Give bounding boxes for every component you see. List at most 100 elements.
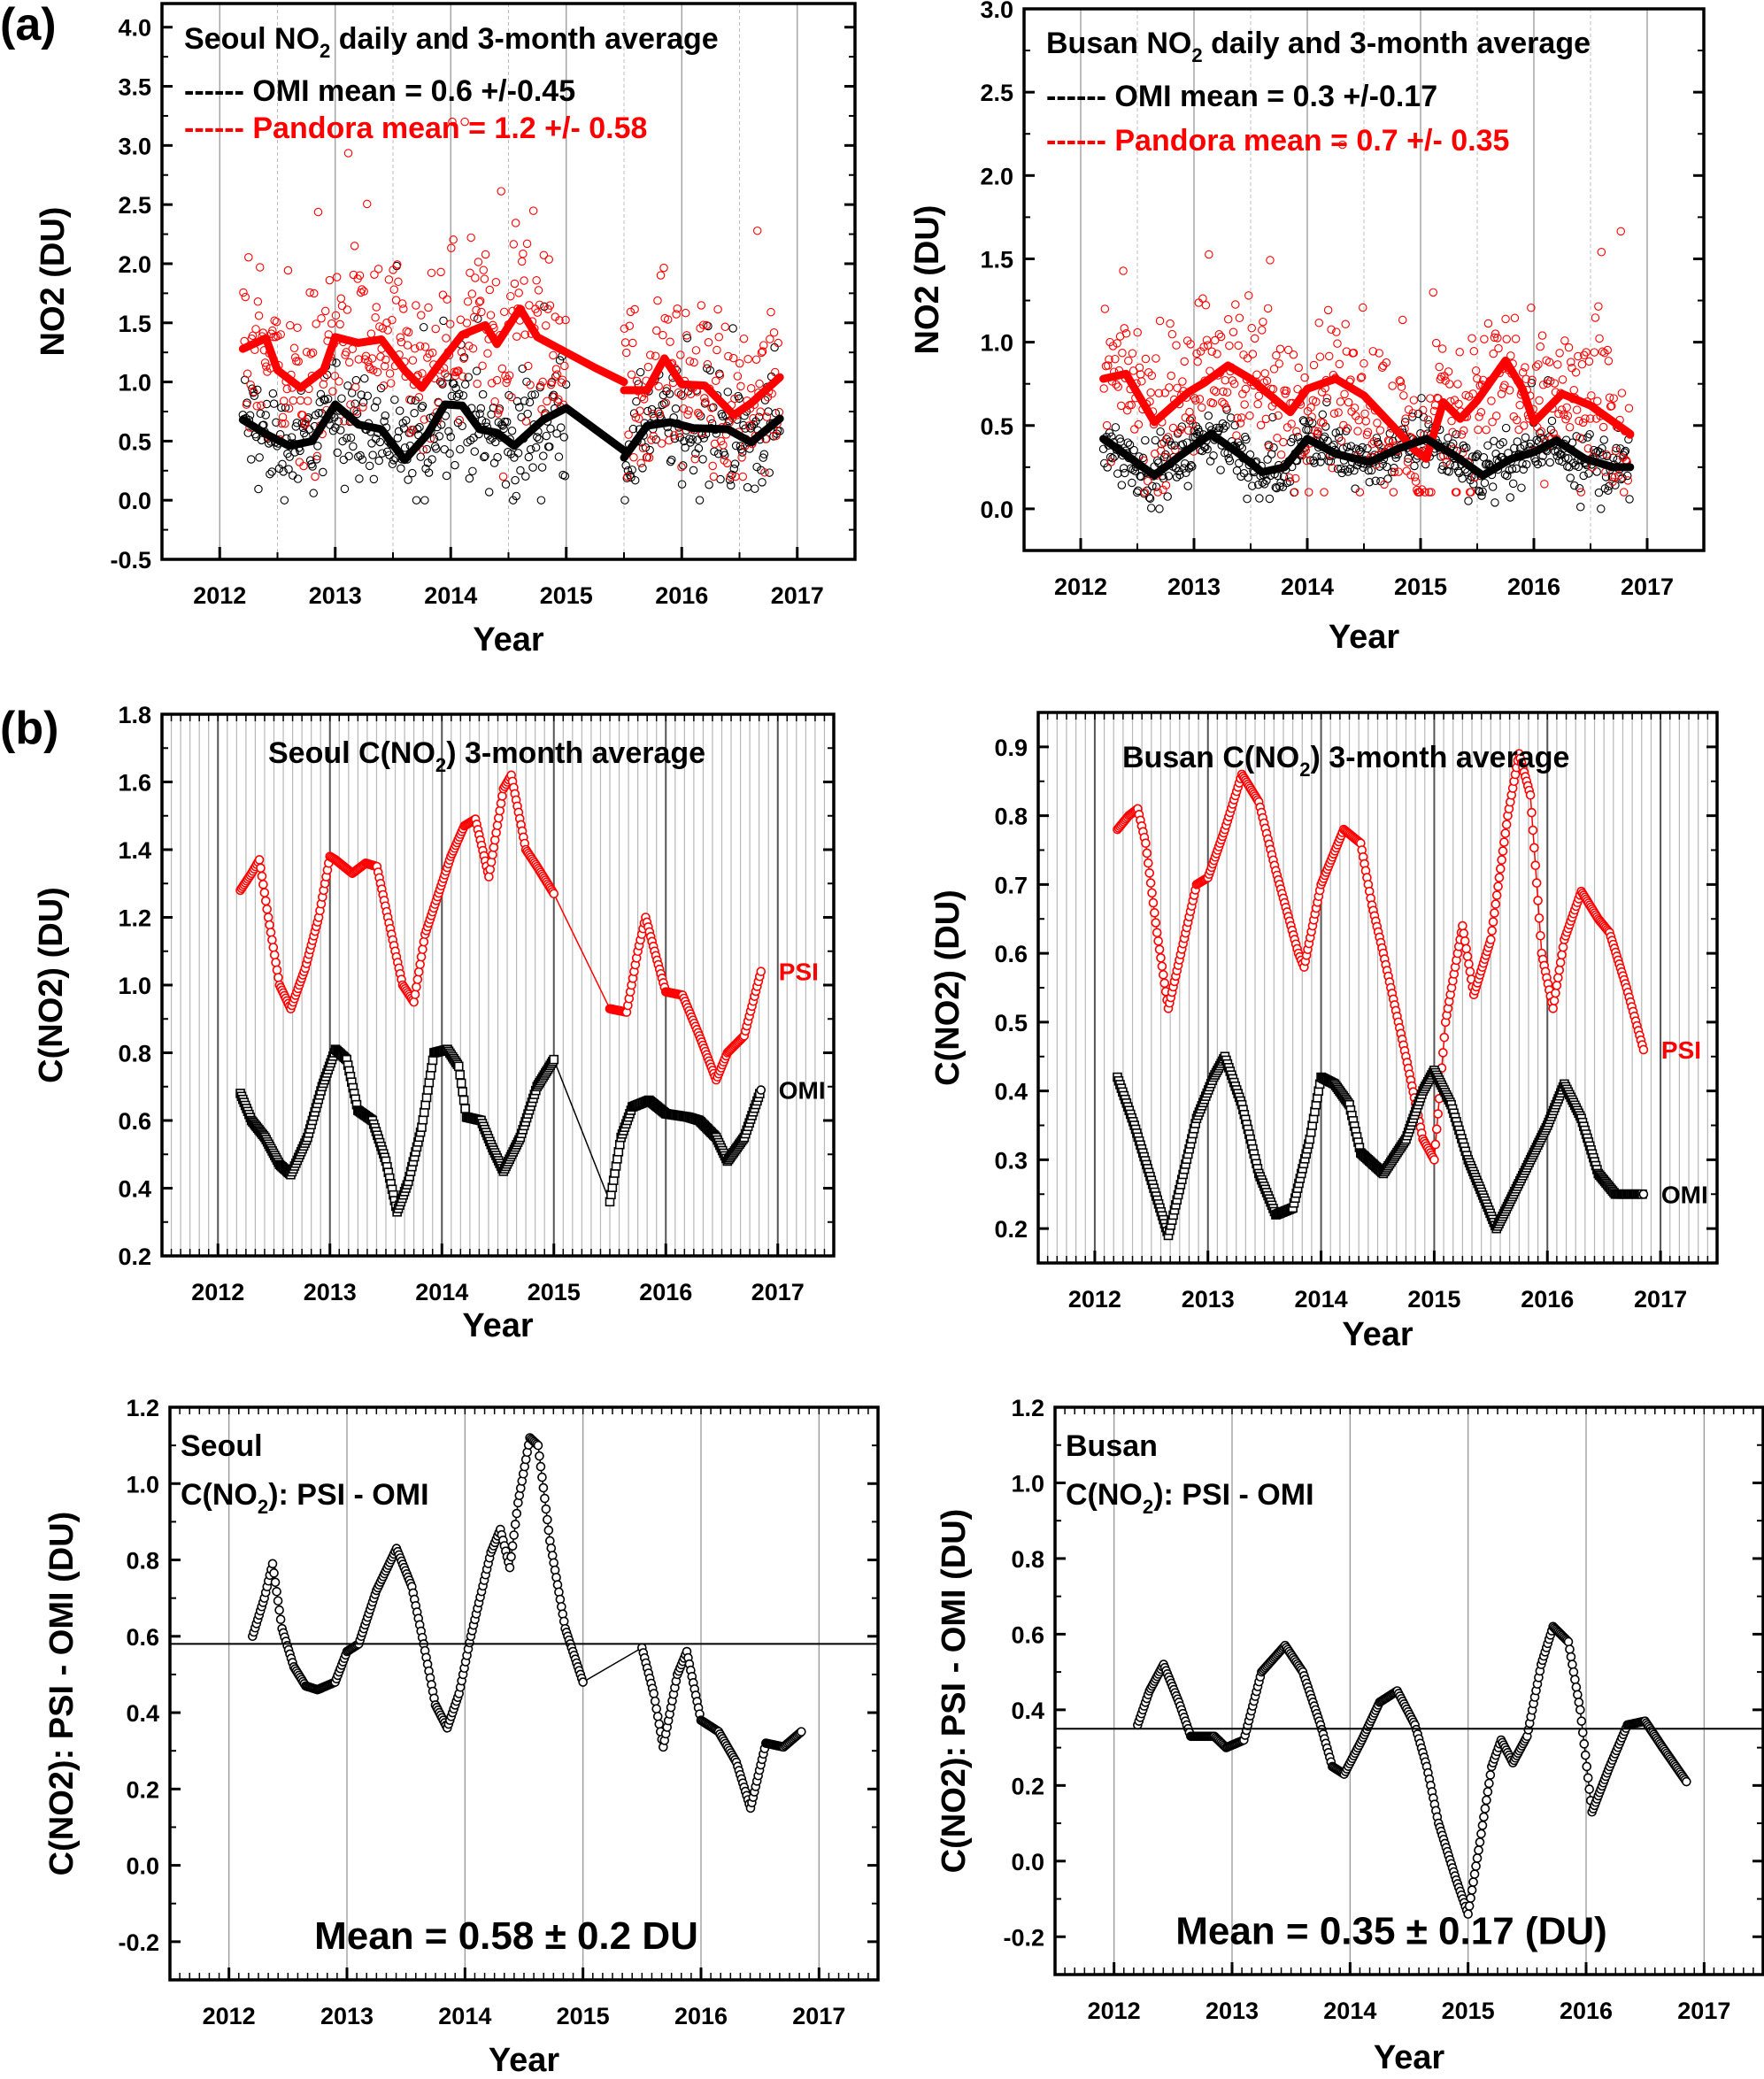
data-point	[1343, 443, 1352, 451]
data-point	[623, 472, 632, 481]
data-point	[498, 472, 508, 481]
data-point	[691, 346, 701, 355]
data-point	[1204, 412, 1213, 420]
data-point	[1194, 298, 1204, 307]
data-point	[1534, 360, 1543, 369]
data-point	[1518, 367, 1528, 377]
y-tick-label: 0.2	[994, 1216, 1028, 1243]
data-point	[1153, 936, 1163, 946]
data-point	[413, 966, 424, 977]
data-point	[749, 413, 758, 423]
data-point	[699, 434, 708, 443]
data-point	[1514, 425, 1523, 435]
data-point	[1337, 140, 1347, 150]
data-point	[662, 384, 672, 393]
data-point	[538, 377, 547, 387]
data-point	[1375, 426, 1385, 435]
data-point	[677, 463, 686, 472]
data-point	[1502, 335, 1511, 343]
chart-subtitle: C(NO2): PSI - OMI	[181, 1478, 429, 1518]
data-point	[630, 475, 640, 485]
data-point	[241, 292, 250, 302]
data-point	[533, 308, 543, 317]
data-point	[1140, 488, 1150, 497]
data-point	[284, 404, 294, 413]
data-point	[436, 267, 445, 277]
data-point	[1383, 474, 1392, 483]
data-point	[313, 207, 323, 217]
data-point	[409, 997, 419, 1007]
data-point	[373, 397, 381, 406]
data-point	[389, 456, 398, 465]
data-point	[708, 461, 717, 471]
x-tick-label: 2016	[1521, 1286, 1574, 1313]
x-axis-title: Year	[473, 621, 544, 658]
data-point	[524, 361, 533, 371]
data-point	[557, 1602, 566, 1612]
data-point	[649, 1689, 659, 1698]
data-point	[511, 219, 520, 227]
data-point	[281, 419, 289, 428]
data-point	[1453, 380, 1462, 389]
data-point	[363, 391, 373, 401]
data-point	[1367, 439, 1376, 449]
data-point	[1125, 440, 1135, 450]
data-point	[656, 271, 666, 280]
data-point	[1585, 414, 1595, 423]
data-point	[1124, 356, 1133, 366]
data-point	[549, 350, 558, 360]
data-point	[365, 461, 374, 471]
data-point	[1471, 452, 1480, 462]
data-point	[1235, 458, 1244, 468]
data-point	[1141, 435, 1150, 445]
data-point	[772, 431, 781, 441]
data-point	[665, 389, 674, 398]
data-point	[419, 936, 429, 947]
data-point	[331, 311, 341, 320]
data-point	[1357, 373, 1367, 381]
data-point	[272, 965, 282, 975]
data-point	[1216, 466, 1225, 474]
data-point	[1128, 478, 1136, 488]
data-point	[632, 376, 642, 386]
data-point	[551, 1573, 561, 1582]
data-point	[370, 270, 379, 279]
data-point	[344, 358, 354, 367]
data-point	[1575, 503, 1585, 512]
data-point	[1564, 454, 1573, 463]
data-point	[543, 1514, 552, 1525]
data-point	[1433, 1109, 1443, 1119]
data-point	[1549, 996, 1560, 1005]
data-point	[561, 315, 570, 325]
data-point	[1557, 950, 1567, 960]
data-point	[401, 416, 411, 425]
data-point	[554, 452, 564, 461]
data-point	[412, 301, 420, 310]
data-point	[358, 285, 366, 294]
data-point	[1491, 412, 1501, 420]
data-point	[1557, 405, 1567, 414]
data-point	[1574, 351, 1583, 361]
data-point	[370, 403, 380, 412]
data-point	[743, 355, 752, 364]
data-point	[1290, 488, 1299, 497]
data-point	[1448, 427, 1457, 436]
data-point	[1452, 488, 1461, 497]
data-point	[1099, 384, 1108, 393]
data-point	[1323, 305, 1333, 315]
data-point	[653, 296, 662, 305]
data-point	[1319, 418, 1328, 427]
chart-seoul-diff: -0.2 0.0 0.2 0.4 0.6 0.8 1.0 1.2 2012 2013 2014 201…	[43, 1395, 880, 2079]
data-point	[705, 480, 713, 489]
data-point	[1527, 304, 1536, 312]
chart-seoul-3month: PSI OMI 0.2 0.4 0.6 0.8 1.0 1.2 1.4 1.6 1.8 2012 201…	[33, 702, 836, 1344]
data-point	[1638, 1044, 1649, 1055]
data-point	[1417, 394, 1426, 403]
data-point	[1553, 973, 1563, 983]
data-point	[1221, 403, 1231, 412]
data-point	[1478, 487, 1487, 497]
data-point	[738, 472, 748, 481]
data-point	[1209, 450, 1218, 460]
data-point	[325, 275, 335, 285]
data-point	[628, 424, 638, 434]
